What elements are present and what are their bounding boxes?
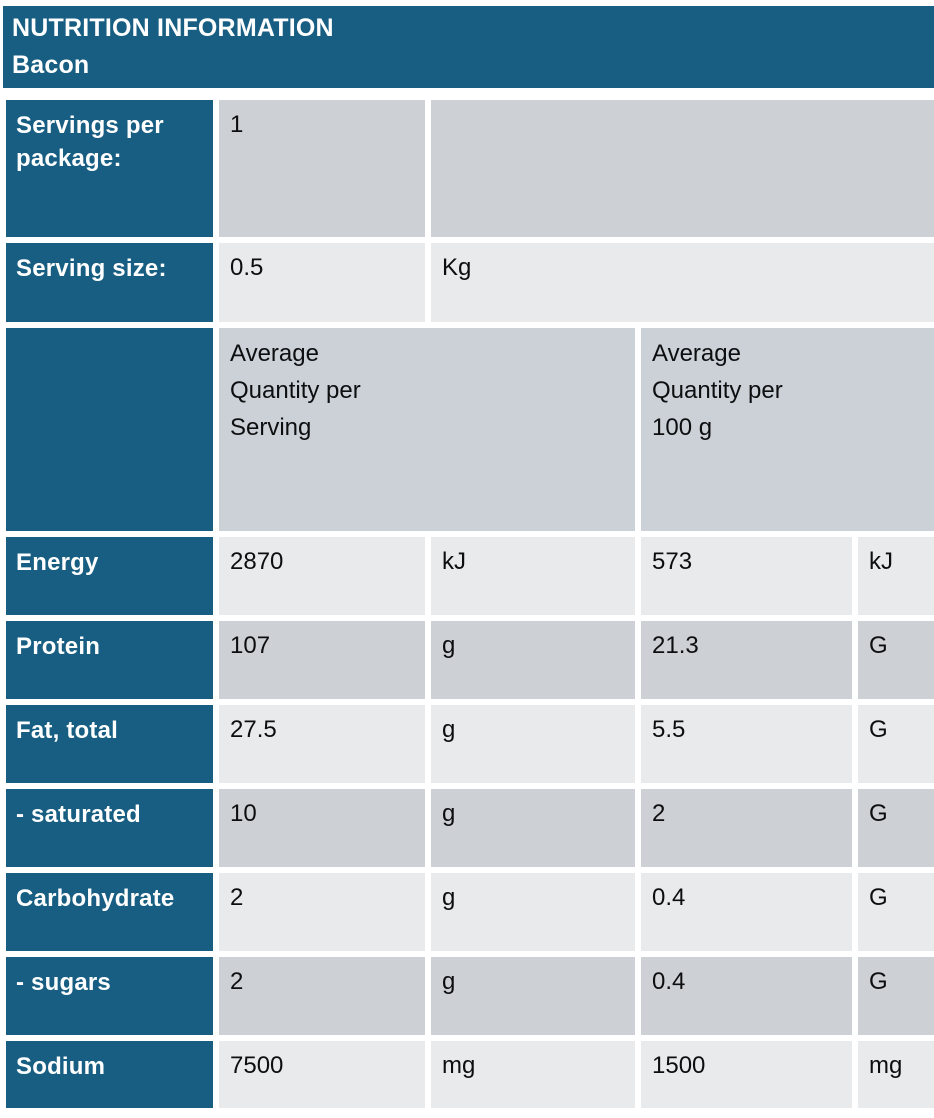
panel-header: NUTRITION INFORMATION Bacon bbox=[3, 6, 934, 88]
nutrient-unit-per-100g: G bbox=[858, 705, 934, 783]
panel-subtitle: Bacon bbox=[12, 51, 90, 79]
nutrient-unit-per-serving: g bbox=[431, 621, 635, 699]
nutrient-label: Fat, total bbox=[6, 705, 213, 783]
nutrient-label: Sodium bbox=[6, 1041, 213, 1108]
nutrition-table-body: Servings per package: 1 Serving size: 0.… bbox=[6, 100, 934, 1108]
table-row: Fat, total 27.5 g 5.5 G bbox=[6, 705, 934, 783]
nutrient-qty-per-100g: 573 bbox=[641, 537, 852, 615]
column-header-blank-cell bbox=[6, 328, 213, 531]
serving-size-label: Serving size: bbox=[6, 243, 213, 322]
nutrient-unit-per-100g: G bbox=[858, 621, 934, 699]
nutrient-unit-per-100g: G bbox=[858, 789, 934, 867]
nutrient-unit-per-serving: kJ bbox=[431, 537, 635, 615]
nutrient-qty-per-serving: 107 bbox=[219, 621, 425, 699]
serving-size-value: 0.5 bbox=[219, 243, 425, 322]
nutrient-qty-per-100g: 0.4 bbox=[641, 957, 852, 1035]
nutrient-qty-per-serving: 10 bbox=[219, 789, 425, 867]
nutrient-unit-per-100g: G bbox=[858, 873, 934, 951]
table-row: Carbohydrate 2 g 0.4 G bbox=[6, 873, 934, 951]
nutrient-qty-per-serving: 7500 bbox=[219, 1041, 425, 1108]
nutrient-unit-per-serving: g bbox=[431, 789, 635, 867]
table-row: - sugars 2 g 0.4 G bbox=[6, 957, 934, 1035]
servings-per-package-row: Servings per package: 1 bbox=[6, 100, 934, 237]
nutrient-label: - saturated bbox=[6, 789, 213, 867]
nutrient-unit-per-serving: g bbox=[431, 705, 635, 783]
nutrient-qty-per-serving: 2870 bbox=[219, 537, 425, 615]
nutrient-qty-per-100g: 2 bbox=[641, 789, 852, 867]
serving-size-row: Serving size: 0.5 Kg bbox=[6, 243, 934, 322]
column-header-per-100g: Average Quantity per 100 g bbox=[641, 328, 934, 531]
table-row: Energy 2870 kJ 573 kJ bbox=[6, 537, 934, 615]
nutrient-label: - sugars bbox=[6, 957, 213, 1035]
serving-size-unit: Kg bbox=[431, 243, 934, 322]
column-header-row: Average Quantity per Serving Average Qua… bbox=[6, 328, 934, 531]
servings-per-package-value: 1 bbox=[219, 100, 425, 237]
panel-title: NUTRITION INFORMATION bbox=[12, 14, 334, 42]
nutrient-qty-per-100g: 1500 bbox=[641, 1041, 852, 1108]
nutrient-qty-per-100g: 21.3 bbox=[641, 621, 852, 699]
servings-per-package-spacer bbox=[431, 100, 934, 237]
table-row: Protein 107 g 21.3 G bbox=[6, 621, 934, 699]
nutrient-label: Energy bbox=[6, 537, 213, 615]
nutrient-unit-per-serving: mg bbox=[431, 1041, 635, 1108]
column-header-per-serving: Average Quantity per Serving bbox=[219, 328, 635, 531]
table-row: Sodium 7500 mg 1500 mg bbox=[6, 1041, 934, 1108]
servings-per-package-label: Servings per package: bbox=[6, 100, 213, 237]
nutrient-unit-per-100g: G bbox=[858, 957, 934, 1035]
nutrient-qty-per-serving: 2 bbox=[219, 873, 425, 951]
nutrient-qty-per-serving: 2 bbox=[219, 957, 425, 1035]
nutrient-unit-per-100g: mg bbox=[858, 1041, 934, 1108]
nutrient-qty-per-100g: 5.5 bbox=[641, 705, 852, 783]
nutrient-unit-per-serving: g bbox=[431, 957, 635, 1035]
nutrition-table: Servings per package: 1 Serving size: 0.… bbox=[0, 94, 934, 1114]
nutrient-qty-per-serving: 27.5 bbox=[219, 705, 425, 783]
nutrient-label: Carbohydrate bbox=[6, 873, 213, 951]
nutrient-unit-per-100g: kJ bbox=[858, 537, 934, 615]
nutrient-qty-per-100g: 0.4 bbox=[641, 873, 852, 951]
nutrient-unit-per-serving: g bbox=[431, 873, 635, 951]
nutrient-label: Protein bbox=[6, 621, 213, 699]
table-row: - saturated 10 g 2 G bbox=[6, 789, 934, 867]
